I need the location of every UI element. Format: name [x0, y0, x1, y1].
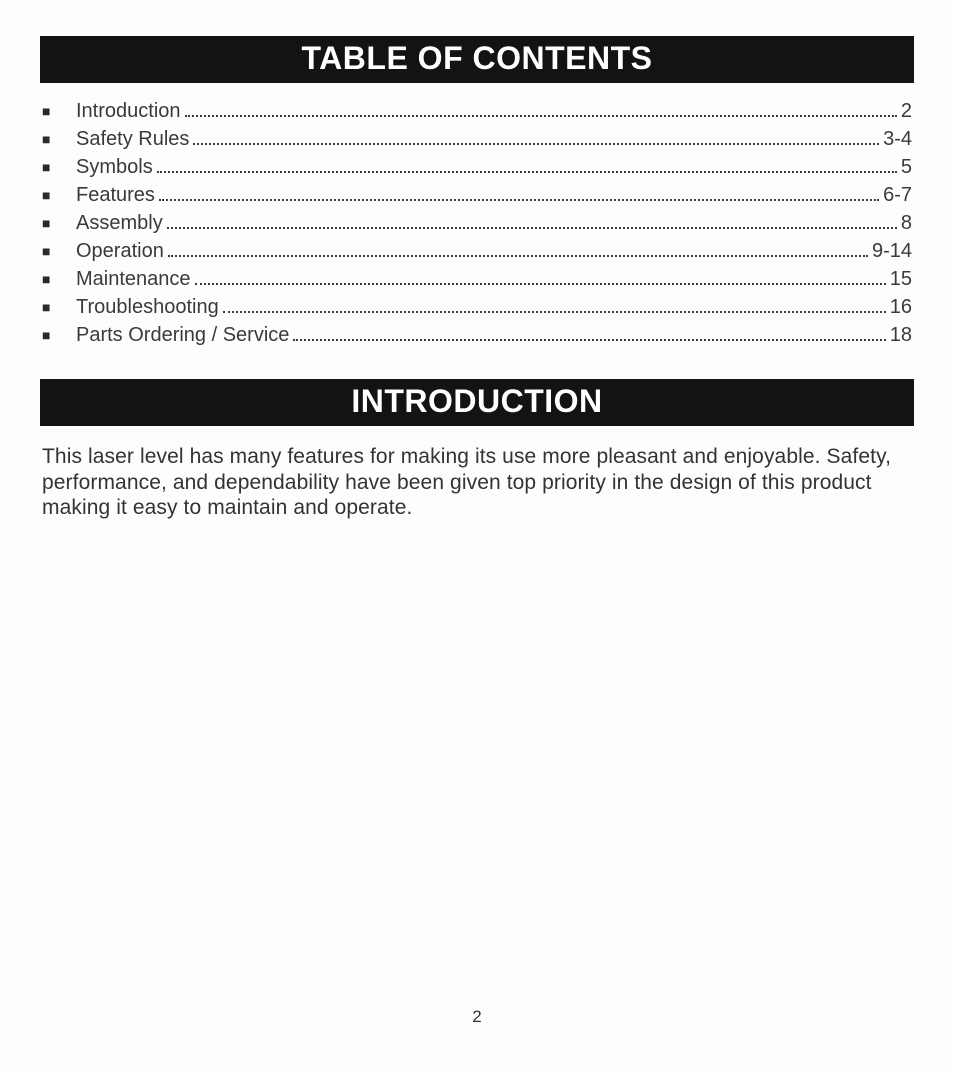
- toc-leader-dots: [185, 115, 897, 117]
- toc-leader-dots: [168, 255, 868, 257]
- introduction-paragraph: This laser level has many features for m…: [42, 444, 912, 521]
- toc-page: 16: [890, 297, 912, 317]
- toc-leader-dots: [167, 227, 897, 229]
- toc-page: 2: [901, 101, 912, 121]
- toc-label: Maintenance: [76, 269, 191, 289]
- toc-leader-dots: [157, 171, 897, 173]
- page-number: 2: [0, 1007, 954, 1027]
- toc-page: 18: [890, 325, 912, 345]
- toc-page: 15: [890, 269, 912, 289]
- square-bullet-icon: ■: [42, 132, 76, 146]
- toc-page: 8: [901, 213, 912, 233]
- toc-entry: ■ Parts Ordering / Service 18: [42, 325, 912, 345]
- toc-entry: ■ Symbols 5: [42, 157, 912, 177]
- square-bullet-icon: ■: [42, 104, 76, 118]
- table-of-contents: ■ Introduction 2 ■ Safety Rules 3-4 ■ Sy…: [42, 101, 912, 345]
- manual-page: TABLE OF CONTENTS ■ Introduction 2 ■ Saf…: [0, 0, 954, 1071]
- toc-label: Operation: [76, 241, 164, 261]
- square-bullet-icon: ■: [42, 160, 76, 174]
- toc-page: 9-14: [872, 241, 912, 261]
- toc-page: 3-4: [883, 129, 912, 149]
- toc-entry: ■ Features 6-7: [42, 185, 912, 205]
- toc-entry: ■ Introduction 2: [42, 101, 912, 121]
- square-bullet-icon: ■: [42, 300, 76, 314]
- toc-entry: ■ Safety Rules 3-4: [42, 129, 912, 149]
- toc-entry: ■ Maintenance 15: [42, 269, 912, 289]
- square-bullet-icon: ■: [42, 272, 76, 286]
- toc-heading: TABLE OF CONTENTS: [40, 36, 914, 83]
- square-bullet-icon: ■: [42, 216, 76, 230]
- toc-label: Assembly: [76, 213, 163, 233]
- toc-leader-dots: [193, 143, 879, 145]
- introduction-heading: INTRODUCTION: [40, 379, 914, 426]
- toc-leader-dots: [195, 283, 886, 285]
- toc-label: Troubleshooting: [76, 297, 219, 317]
- toc-leader-dots: [223, 311, 886, 313]
- toc-label: Parts Ordering / Service: [76, 325, 289, 345]
- toc-leader-dots: [159, 199, 879, 201]
- toc-label: Safety Rules: [76, 129, 189, 149]
- toc-leader-dots: [293, 339, 885, 341]
- toc-label: Features: [76, 185, 155, 205]
- square-bullet-icon: ■: [42, 244, 76, 258]
- toc-label: Symbols: [76, 157, 153, 177]
- square-bullet-icon: ■: [42, 188, 76, 202]
- toc-label: Introduction: [76, 101, 181, 121]
- toc-entry: ■ Assembly 8: [42, 213, 912, 233]
- toc-page: 6-7: [883, 185, 912, 205]
- toc-entry: ■ Troubleshooting 16: [42, 297, 912, 317]
- toc-entry: ■ Operation 9-14: [42, 241, 912, 261]
- toc-page: 5: [901, 157, 912, 177]
- square-bullet-icon: ■: [42, 328, 76, 342]
